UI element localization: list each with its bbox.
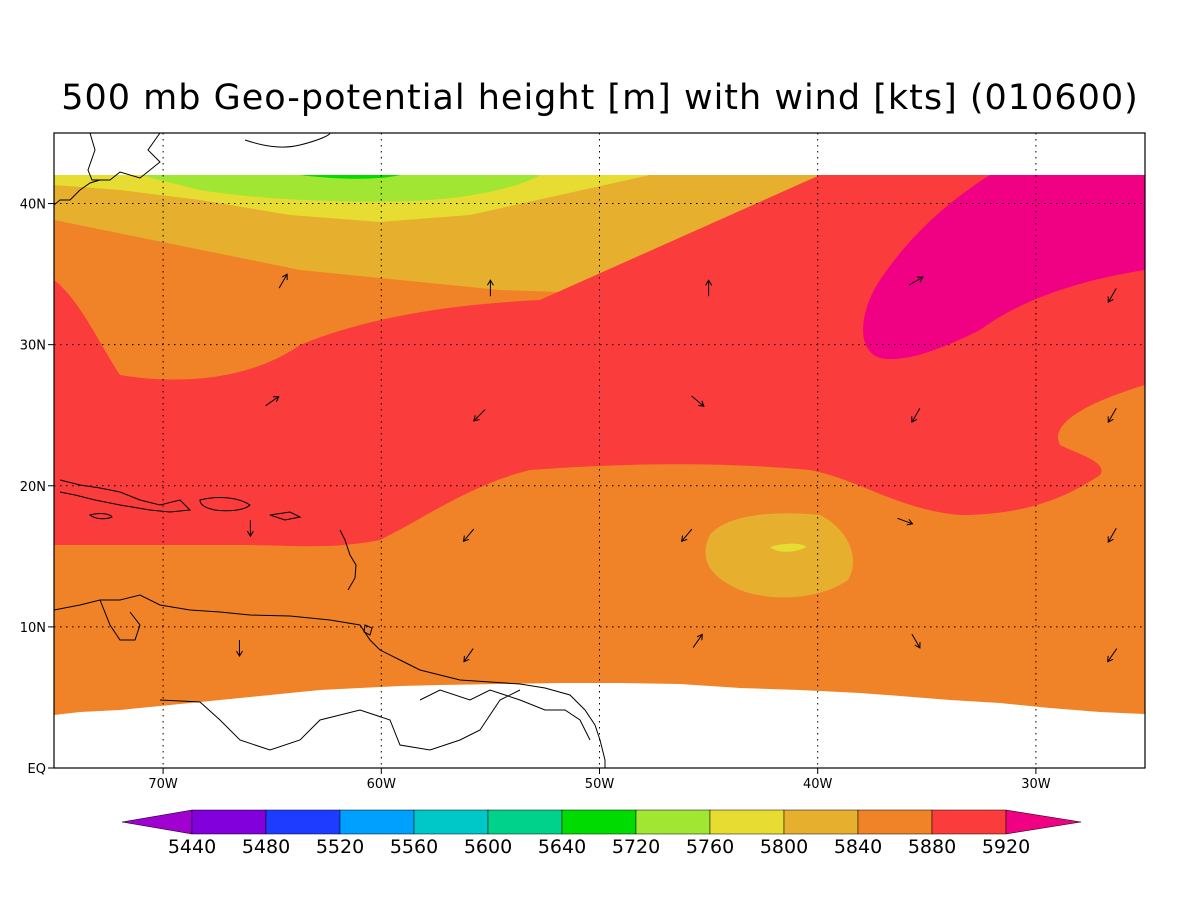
wind-arrow <box>486 279 494 297</box>
colorbar-label: 5640 <box>538 836 586 858</box>
colorbar-segment <box>857 809 933 835</box>
wind-arrow <box>705 279 713 297</box>
lat-lon-grid <box>54 133 1145 768</box>
coast-south-america-interior <box>159 689 521 751</box>
lon-tick-labels: 70W 60W 50W 40W 30W <box>148 768 1051 792</box>
missing-data-south <box>54 683 1145 768</box>
wind-arrow <box>1107 288 1117 304</box>
coast-jamaica <box>88 513 113 520</box>
coastlines <box>54 133 606 768</box>
colorbar-label: 5480 <box>242 836 290 858</box>
wind-arrow <box>463 648 474 663</box>
colorbar-segment <box>191 809 267 835</box>
band-5720 <box>300 175 400 179</box>
band-5800-inner <box>770 543 806 552</box>
coast-new-england <box>54 179 101 206</box>
lat-tick-label-1: 10N <box>20 621 46 636</box>
lat-tick-label-2: 20N <box>20 480 46 495</box>
lat-tick-labels: EQ 10N 20N 30N 40N <box>20 198 54 777</box>
wind-arrow <box>278 273 288 289</box>
lat-tick-label-4: 40N <box>20 198 46 213</box>
lon-tick-label-3: 40W <box>803 777 833 792</box>
wind-arrow <box>681 528 693 543</box>
colorbar-label: 5600 <box>464 836 512 858</box>
coast-nova-scotia <box>244 133 331 148</box>
coast-hispaniola <box>199 497 251 512</box>
band-5840-inner <box>705 513 853 598</box>
wind-arrow <box>1107 408 1117 423</box>
coast-south-america <box>54 594 606 768</box>
coast-maracaibo <box>99 599 141 641</box>
wind-arrow <box>1107 648 1118 663</box>
wind-vectors <box>236 273 1118 663</box>
wind-arrow <box>692 633 703 648</box>
colorbar-label: 5840 <box>834 836 882 858</box>
wind-arrow <box>473 409 486 422</box>
colorbar-label: 5440 <box>168 836 216 858</box>
coast-north-america <box>87 133 161 181</box>
colorbar-label: 5520 <box>316 836 364 858</box>
lat-tick-label-3: 30N <box>20 339 46 354</box>
colorbar-label: 5800 <box>760 836 808 858</box>
coast-trinidad <box>363 624 373 636</box>
wind-arrow <box>911 408 921 423</box>
colorbar-segment <box>561 809 637 835</box>
colorbar-segment <box>635 809 711 835</box>
colorbar-extend-high <box>1005 809 1082 835</box>
lat-tick-label-0: EQ <box>28 762 46 777</box>
wind-arrow <box>265 395 280 407</box>
colorbar-extend-low <box>121 809 193 835</box>
wind-arrow <box>691 395 705 407</box>
wind-arrow <box>911 633 921 649</box>
wind-arrow <box>246 520 254 538</box>
colorbar-segment <box>931 809 1007 835</box>
lon-tick-label-0: 70W <box>148 777 178 792</box>
colorbar-segment <box>265 809 341 835</box>
wind-arrow <box>462 528 475 543</box>
wind-arrow <box>897 517 914 526</box>
coast-puerto-rico <box>269 511 302 521</box>
colorbar: 5440 5480 5520 5560 5600 5640 5720 5760 5800 5840… <box>121 809 1082 858</box>
colorbar-label: 5560 <box>390 836 438 858</box>
colorbar-segment <box>339 809 415 835</box>
height-field <box>54 175 1145 768</box>
band-5920 <box>54 175 1145 547</box>
band-5960 <box>863 175 1145 360</box>
colorbar-segment <box>783 809 859 835</box>
coast-lesser-antilles <box>339 529 357 591</box>
lon-tick-label-2: 50W <box>585 777 615 792</box>
coast-river-basin <box>419 689 591 741</box>
colorbar-segment <box>487 809 563 835</box>
lon-tick-label-4: 30W <box>1021 777 1051 792</box>
band-5760 <box>140 175 540 202</box>
lon-tick-label-1: 60W <box>367 777 397 792</box>
wind-arrow <box>908 276 924 286</box>
wind-arrow <box>236 640 243 658</box>
map-title: 500 mb Geo-potential height [m] with win… <box>61 78 1139 118</box>
coast-cuba <box>59 479 192 513</box>
colorbar-label: 5720 <box>612 836 660 858</box>
colorbar-label: 5880 <box>908 836 956 858</box>
colorbar-label: 5920 <box>982 836 1030 858</box>
colorbar-segment <box>413 809 489 835</box>
colorbar-segment <box>709 809 785 835</box>
wind-arrow <box>1107 527 1117 543</box>
colorbar-label: 5760 <box>686 836 734 858</box>
